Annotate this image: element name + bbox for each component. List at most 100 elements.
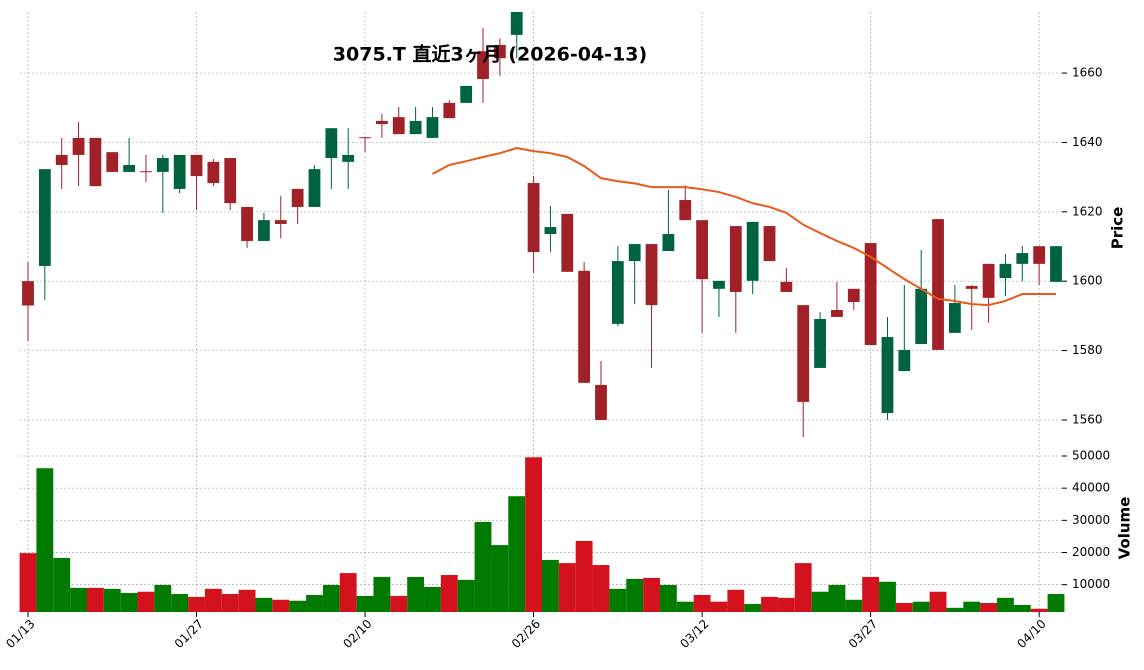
candle-body [38,169,51,266]
candle-body [898,349,911,372]
candle-body [443,102,456,119]
candle-body [628,244,641,262]
volume-bar [171,593,189,612]
volume-bar [339,573,357,612]
volume-tick-label: 50000 [1072,449,1110,463]
volume-bar [103,588,121,612]
volume-bar [1030,608,1048,612]
candle-body [932,219,944,350]
volume-bar [272,599,290,612]
volume-bar [221,593,239,612]
candle-body [948,303,961,333]
volume-bar [457,579,475,612]
candle-body [696,220,708,280]
candle-body [965,286,978,289]
x-tick-label: 04/10 [1014,617,1048,651]
volume-bar [676,601,694,612]
volume-bar [19,553,37,612]
volume-bar [575,540,593,612]
candle-body [864,243,877,346]
candle-body [999,263,1012,279]
volume-bar [643,577,660,612]
candle-body [426,117,439,138]
candle-body [224,158,237,204]
volume-bar [356,595,374,612]
volume-bar [879,581,896,612]
volume-bar [120,593,138,612]
x-tick-label: 02/10 [340,617,374,651]
candle-body [89,137,102,187]
volume-tick-label: 40000 [1072,481,1110,495]
candle-body [544,227,557,235]
volume-bar [727,589,745,612]
x-tick-label: 01/27 [172,617,206,651]
candle-body [274,220,287,224]
candle-body [241,206,253,241]
volume-bar [474,521,492,612]
y-tick-label: 1560 [1072,412,1103,426]
x-tick-label: 03/27 [846,617,880,651]
candle-body [729,226,742,292]
volume-bar [895,602,913,612]
candle-body [291,188,304,207]
volume-bar [390,595,408,612]
volume-bar [592,565,610,612]
volume-bar [1047,593,1065,612]
volume-bar [929,591,947,612]
candle-body [258,220,270,241]
volume-bar [53,557,71,612]
candle-body [55,154,68,165]
volume-bar [137,591,155,612]
candle-body [679,200,692,221]
price-panel [22,12,1062,437]
grid-layer [20,12,1067,612]
candle-body [140,171,152,173]
x-tick-label: 01/13 [3,617,37,651]
chart-title: 3075.T 直近3ヶ月 (2026-04-13) [333,43,647,66]
candle-body [662,234,675,252]
volume-bar [204,588,222,612]
volume-bar [963,601,981,612]
volume-bar [980,602,998,612]
volume-bar [744,603,762,612]
volume-bar [659,584,677,612]
volume-bar [794,563,812,612]
candle-body [392,117,405,135]
volume-bar [255,597,273,612]
volume-bar [626,578,644,612]
y-tick-label: 1600 [1072,274,1103,288]
volume-bar [609,588,627,612]
candle-body [982,263,995,298]
y-tick-label: 1580 [1072,343,1103,357]
volume-bar [424,586,441,612]
candle-body [595,384,607,420]
candle-body [847,288,860,303]
candle-body [713,280,725,289]
volume-bar [440,575,458,612]
candle-body [831,309,843,317]
volume-bar [777,597,795,612]
y-tick-label: 1620 [1072,204,1103,218]
candle-body [780,281,793,292]
candle-body [763,226,776,262]
volume-bar [1013,604,1031,612]
candle-body [527,183,540,253]
candle-body [106,152,119,172]
volume-bar [36,468,54,612]
volume-bar [997,597,1014,612]
x-tick-label: 02/26 [509,617,543,651]
candle-body [123,164,136,172]
candle-body [72,137,85,155]
candle-body [325,128,338,159]
candle-body [1016,253,1029,264]
x-tick-label: 03/12 [677,617,711,651]
y-tick-label: 1660 [1072,66,1103,80]
candle-body [359,137,371,139]
volume-bar [70,587,87,612]
candle-body [190,154,203,177]
candle-body [22,281,34,306]
volume-bar [491,545,509,612]
candle-body [814,319,826,368]
candle-body [308,169,321,207]
volume-bar [693,594,711,612]
